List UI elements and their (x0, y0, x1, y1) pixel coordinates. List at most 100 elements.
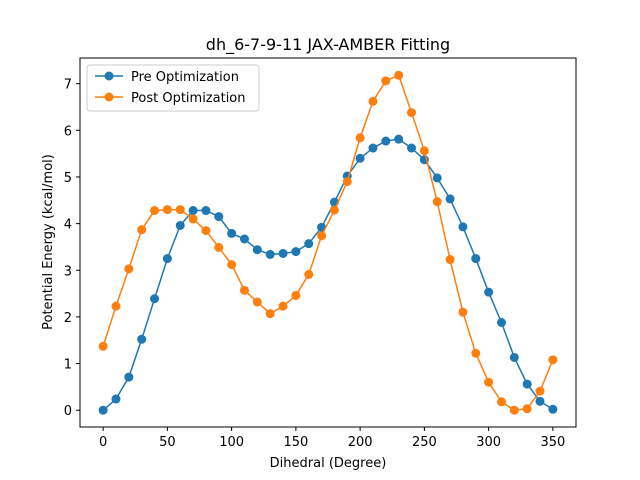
x-tick-label: 100 (219, 435, 244, 450)
data-point-pre (227, 228, 237, 238)
data-point-post (432, 197, 442, 207)
x-axis-label: Dihedral (Degree) (270, 456, 387, 471)
data-point-pre (407, 143, 417, 153)
data-point-pre (124, 372, 134, 382)
y-axis-label: Potential Energy (kcal/mol) (41, 154, 56, 330)
data-point-post (175, 205, 185, 215)
data-point-pre (458, 222, 468, 232)
data-point-post (509, 405, 519, 415)
data-point-post (342, 177, 352, 187)
legend-marker-pre (104, 71, 114, 81)
data-point-pre (368, 143, 378, 153)
data-point-post (407, 108, 417, 118)
data-point-post (137, 225, 147, 235)
axes-frame (79, 57, 577, 428)
data-point-post (329, 205, 339, 215)
data-point-post (317, 231, 327, 241)
data-point-post (548, 355, 558, 365)
data-point-pre (111, 394, 121, 404)
data-point-post (291, 290, 301, 300)
data-point-pre (484, 287, 494, 297)
data-point-post (394, 70, 404, 80)
x-tick-label: 50 (159, 435, 176, 450)
legend-box (86, 64, 260, 112)
data-point-pre (509, 352, 519, 362)
x-tick-label: 250 (412, 435, 437, 450)
y-tick-label: 4 (64, 218, 72, 233)
data-point-post (98, 341, 108, 351)
data-point-pre (162, 254, 172, 264)
data-point-pre (394, 134, 404, 144)
data-point-pre (265, 249, 275, 259)
y-tick-label: 7 (64, 78, 72, 93)
x-tick-label: 0 (99, 435, 107, 450)
legend: Pre Optimization Post Optimization (86, 64, 260, 112)
data-point-post (458, 307, 468, 317)
legend-marker-post (104, 92, 114, 102)
plot-area (98, 70, 558, 415)
series-line-pre (102, 138, 554, 411)
data-point-post (188, 214, 198, 224)
data-point-pre (150, 294, 160, 304)
data-point-post (419, 146, 429, 156)
data-point-post (214, 242, 224, 252)
y-tick-label: 5 (64, 171, 72, 186)
data-point-pre (355, 153, 365, 163)
data-point-post (471, 348, 481, 358)
data-point-post (111, 301, 121, 311)
data-point-pre (239, 234, 249, 244)
x-tick-label: 350 (540, 435, 565, 450)
x-tick-label: 300 (476, 435, 501, 450)
data-point-pre (175, 220, 185, 230)
y-tick-label: 0 (64, 404, 72, 419)
data-point-pre (548, 404, 558, 414)
data-point-post (381, 76, 391, 86)
data-point-pre (535, 396, 545, 406)
data-point-pre (471, 254, 481, 264)
data-point-post (265, 309, 275, 319)
data-point-post (496, 397, 506, 407)
legend-label-post: Post Optimization (131, 91, 246, 106)
data-point-post (535, 386, 545, 396)
data-point-post (239, 285, 249, 295)
y-axis: 0 1 2 3 4 5 6 7 (64, 78, 80, 419)
data-point-post (484, 377, 494, 387)
data-point-post (124, 264, 134, 274)
data-point-post (278, 301, 288, 311)
data-point-post (445, 255, 455, 265)
data-point-post (522, 404, 532, 414)
data-point-pre (522, 379, 532, 389)
data-point-pre (291, 247, 301, 257)
data-point-pre (381, 136, 391, 146)
y-tick-label: 6 (64, 124, 72, 139)
data-point-post (252, 297, 262, 307)
chart-title: dh_6-7-9-11 JAX-AMBER Fitting (206, 35, 450, 55)
data-point-pre (201, 206, 211, 216)
data-point-post (368, 96, 378, 106)
legend-label-pre: Pre Optimization (131, 70, 239, 85)
data-point-pre (137, 334, 147, 344)
data-point-post (201, 226, 211, 236)
x-tick-label: 200 (348, 435, 373, 450)
data-point-pre (278, 248, 288, 258)
data-point-pre (304, 239, 314, 249)
data-point-pre (214, 212, 224, 222)
data-point-post (162, 205, 172, 215)
y-tick-label: 2 (64, 311, 72, 326)
data-point-post (150, 206, 160, 216)
series-post (98, 70, 558, 415)
data-point-pre (98, 405, 108, 415)
x-axis: 0 50 100 150 200 250 300 350 (99, 427, 565, 450)
y-tick-label: 3 (64, 264, 72, 279)
data-point-pre (432, 173, 442, 183)
data-point-pre (445, 194, 455, 204)
series-pre (98, 134, 558, 415)
data-point-pre (252, 245, 262, 255)
y-tick-label: 1 (64, 358, 72, 373)
data-point-pre (188, 206, 198, 216)
data-point-post (355, 133, 365, 143)
x-tick-label: 150 (283, 435, 308, 450)
data-point-pre (496, 318, 506, 328)
data-point-post (227, 260, 237, 270)
